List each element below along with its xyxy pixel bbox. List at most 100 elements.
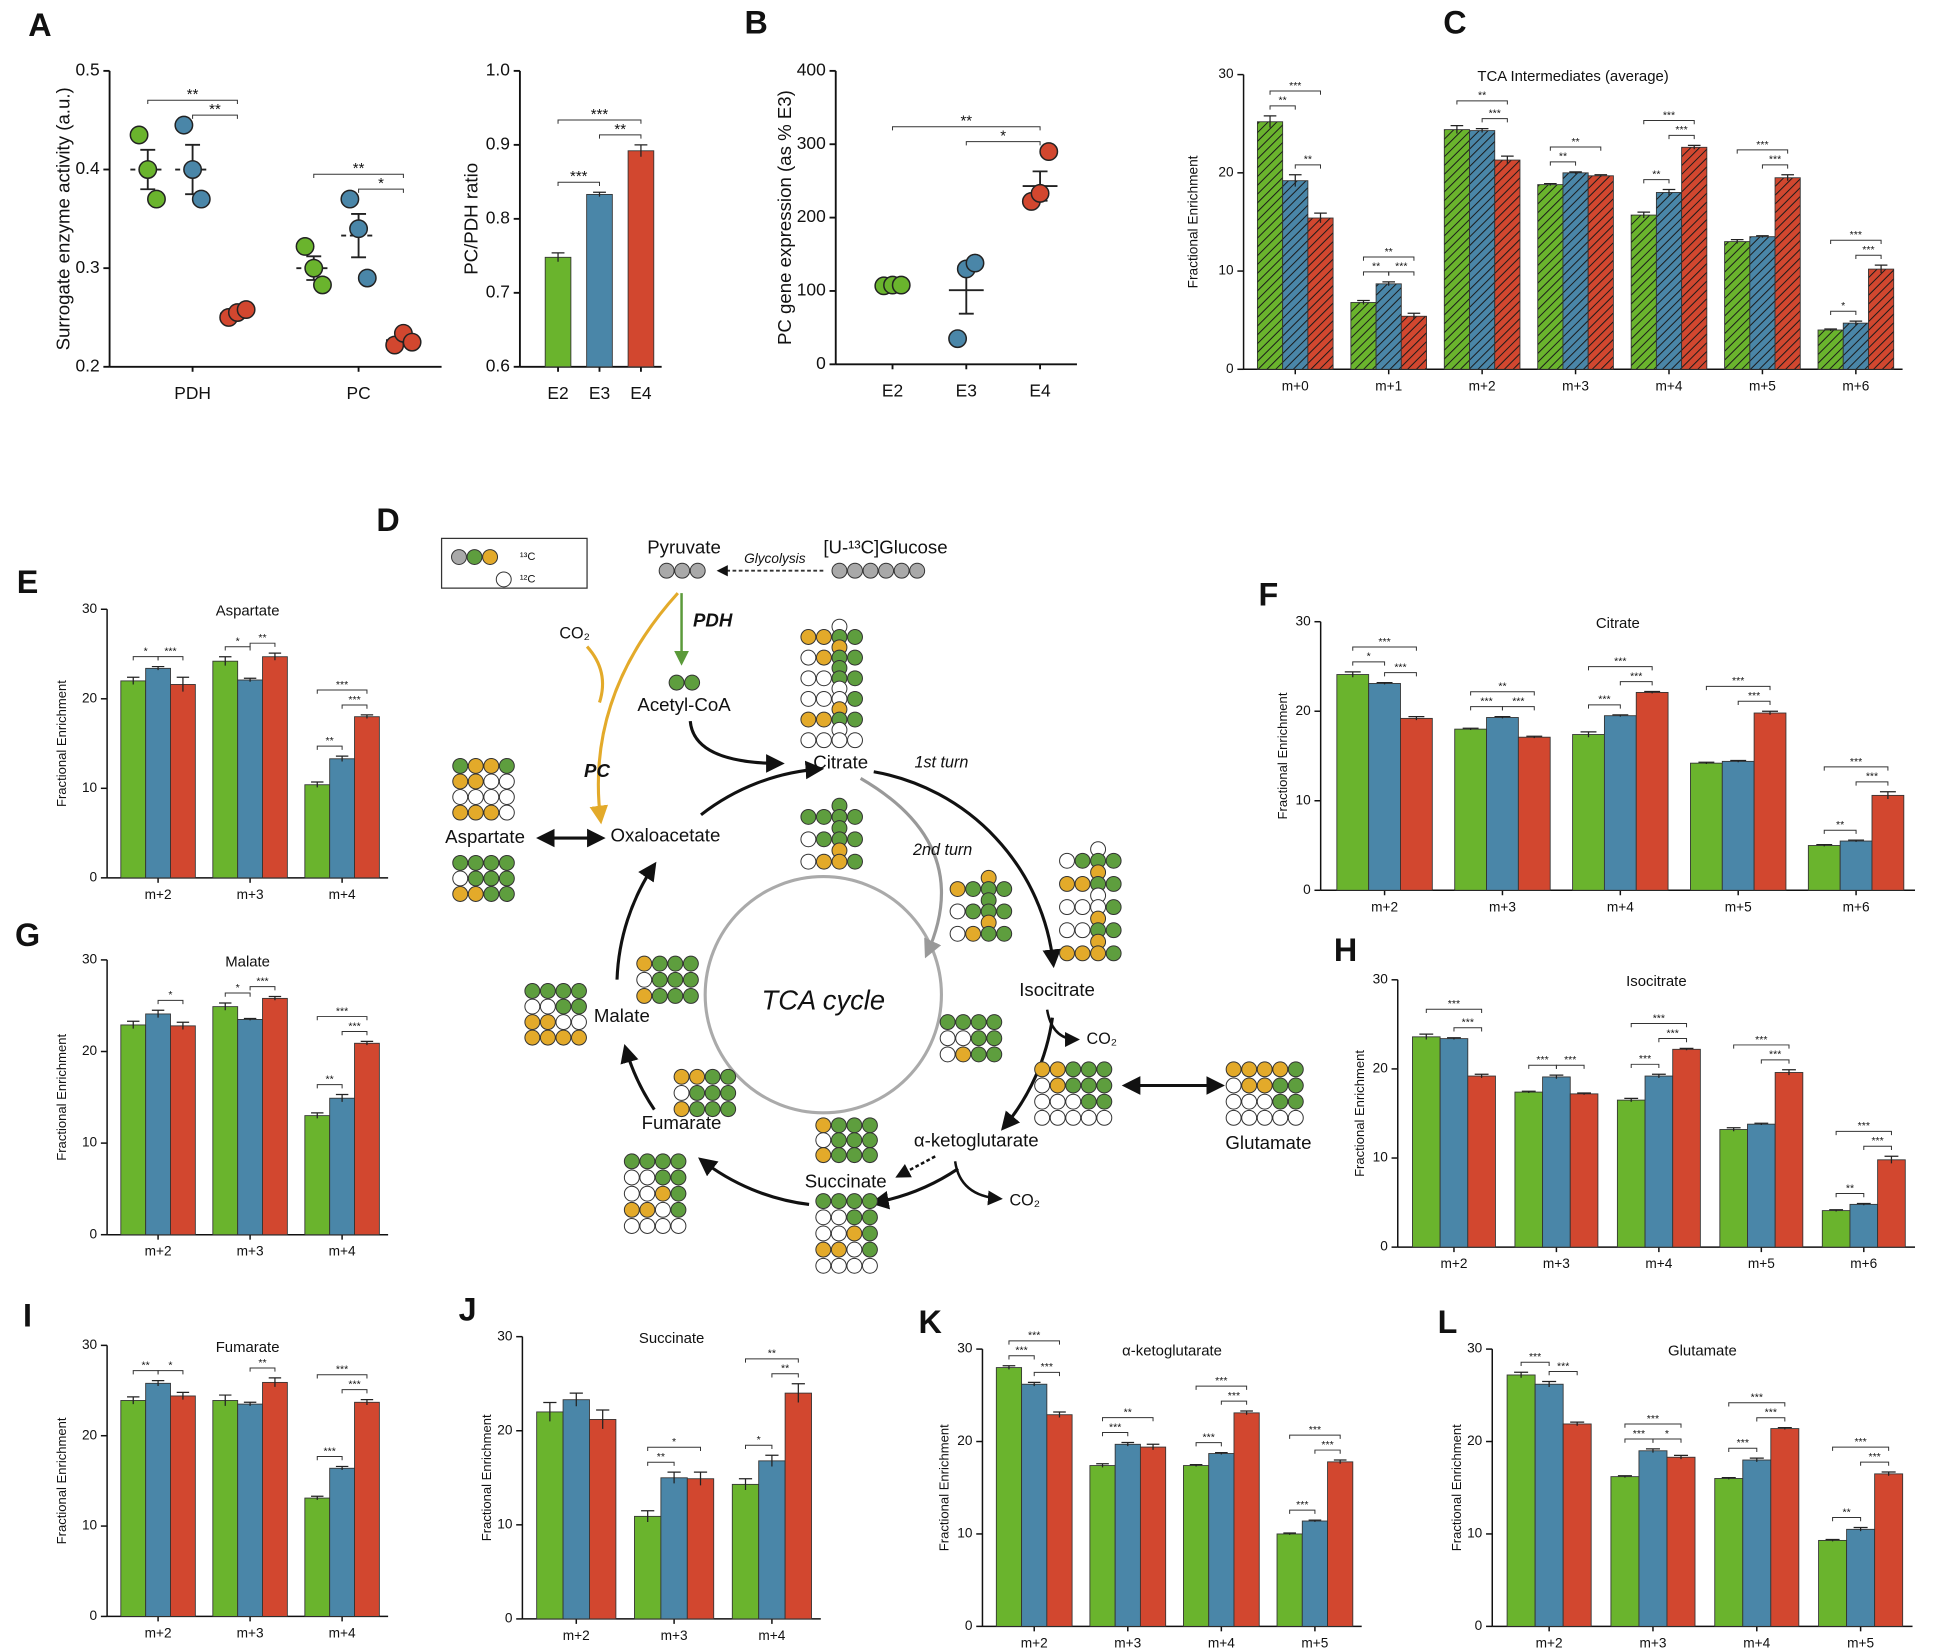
x-tick-label: m+2	[145, 1244, 172, 1259]
x-tick-label: m+2	[1021, 1635, 1048, 1650]
significance-label: **	[142, 1359, 150, 1371]
carbon-atom	[1074, 945, 1091, 962]
carbon-atom	[861, 1193, 878, 1210]
error-bar	[1645, 1448, 1660, 1453]
node-label: Citrate	[813, 751, 868, 772]
bar	[1368, 683, 1401, 891]
x-tick-label: m+6	[1850, 1256, 1877, 1271]
significance-label: **	[1498, 681, 1506, 693]
carbon-atom	[986, 1046, 1003, 1063]
carbon-atom	[847, 649, 863, 666]
carbon-atom	[1096, 1093, 1113, 1110]
error-bar	[176, 676, 190, 692]
significance-bracket	[965, 141, 1041, 146]
node-label: Isocitrate	[1019, 979, 1095, 1000]
y-tick-label: 0	[90, 869, 98, 884]
significance-label: *	[672, 1436, 676, 1448]
carbon-atom	[1256, 1093, 1273, 1110]
significance-bracket	[1352, 661, 1386, 666]
carbon-atom	[623, 1218, 640, 1234]
significance-bracket	[1269, 90, 1321, 95]
significance-bracket	[1652, 1438, 1682, 1443]
significance-label: ***	[1215, 1375, 1227, 1387]
data-point	[340, 189, 360, 209]
bar	[1569, 1093, 1599, 1248]
x-tick-label: m+3	[1543, 1256, 1570, 1271]
carbon-atom	[1241, 1093, 1258, 1110]
carbon-atom	[1287, 1093, 1304, 1110]
significance-label: **	[657, 1451, 665, 1463]
carbon-atom	[498, 870, 515, 887]
carbon-atom	[654, 1153, 671, 1170]
bar	[1719, 1129, 1748, 1248]
error-bar	[243, 1401, 257, 1406]
significance-label: **	[1559, 151, 1567, 163]
carbon-atom	[670, 1185, 687, 1202]
carbon-atom	[571, 998, 587, 1015]
bar	[1021, 1383, 1048, 1627]
y-tick-label: 10	[497, 1516, 513, 1531]
bar	[1233, 1412, 1260, 1627]
error-bar	[1521, 1090, 1536, 1093]
significance-bracket	[313, 173, 404, 178]
significance-label: **	[1478, 90, 1486, 102]
bar	[1439, 1038, 1469, 1248]
carbon-atom	[467, 773, 484, 790]
carbon-atom	[498, 886, 515, 902]
bar	[329, 1467, 355, 1617]
carbon-atom	[670, 1153, 687, 1170]
significance-bracket	[157, 1370, 184, 1375]
error-bar	[1730, 239, 1744, 244]
y-axis-label: PC gene expression (as % E3)	[774, 90, 795, 345]
significance-bracket	[1555, 1064, 1585, 1069]
node-label: Glutamate	[1225, 1132, 1311, 1153]
significance-bracket	[771, 1373, 799, 1378]
significance-bracket	[1388, 271, 1415, 276]
bar	[627, 150, 655, 368]
significance-bracket	[1835, 1193, 1865, 1198]
carbon-atom	[815, 853, 832, 870]
carbon-atom	[955, 1014, 972, 1031]
y-tick-label: 30	[497, 1328, 513, 1343]
carbon-atom	[623, 1153, 640, 1170]
significance-bracket	[147, 99, 238, 104]
error-bar	[1881, 1471, 1896, 1476]
significance-label: ***	[1489, 108, 1501, 120]
significance-bracket	[192, 114, 238, 119]
carbon-atom	[654, 1185, 671, 1202]
error-bar	[1283, 1532, 1296, 1535]
error-bar	[1721, 1476, 1736, 1480]
bar	[1534, 1383, 1564, 1627]
significance-bracket	[341, 1389, 368, 1394]
significance-bracket	[224, 646, 251, 651]
error-bar	[1526, 735, 1543, 739]
significance-bracket	[1658, 1037, 1688, 1043]
data-point	[147, 189, 166, 209]
error-bar	[1673, 1454, 1689, 1460]
significance-bracket	[1863, 1145, 1892, 1151]
significance-bracket	[1630, 1063, 1660, 1069]
significance-label: ***	[1647, 1413, 1659, 1425]
panel-label: I	[23, 1298, 32, 1334]
significance-bracket	[1624, 1423, 1682, 1428]
error-bar	[1754, 1122, 1769, 1126]
significance-bracket	[1643, 179, 1670, 184]
error-bar	[151, 1009, 165, 1018]
significance-label: ***	[1866, 771, 1878, 783]
significance-label: ***	[1748, 690, 1760, 702]
significance-label: *	[757, 1434, 761, 1446]
carbon-atom	[623, 1201, 640, 1218]
error-bar	[335, 1465, 349, 1471]
carbon-atom	[452, 804, 469, 821]
carbon-atom	[1272, 1077, 1289, 1094]
carbon-atom	[970, 1046, 987, 1063]
bar	[784, 1392, 812, 1620]
data-point	[313, 275, 332, 295]
error-bar	[1816, 843, 1833, 847]
carbon-atom	[1049, 1077, 1066, 1094]
chart-title: Glutamate	[1668, 1343, 1737, 1360]
panel-label: F	[1259, 576, 1279, 612]
significance-label: *	[168, 1359, 172, 1371]
carbon-atom	[830, 1117, 847, 1134]
co2-label: CO₂	[559, 624, 590, 642]
